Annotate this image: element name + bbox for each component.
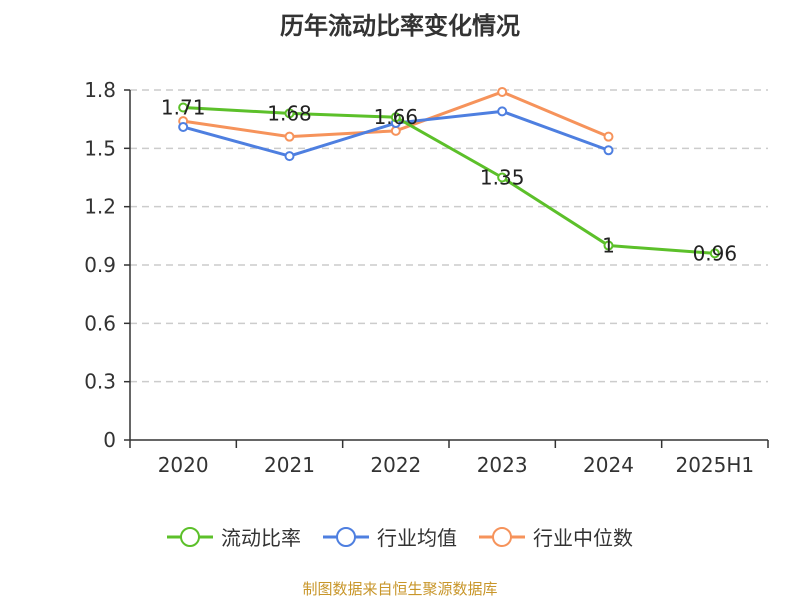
data-point xyxy=(284,151,295,162)
y-tick-label: 0 xyxy=(103,428,116,452)
data-point xyxy=(497,106,508,117)
x-tick-label: 2025H1 xyxy=(675,453,754,477)
legend-swatch-marker xyxy=(336,526,356,547)
series-line-0 xyxy=(183,106,715,255)
y-tick-label: 1.8 xyxy=(84,78,116,102)
legend-swatch-current-ratio xyxy=(167,526,213,547)
x-tick-label: 2020 xyxy=(158,453,209,477)
legend-swatch-marker xyxy=(492,526,512,547)
data-label: 1.71 xyxy=(161,96,206,120)
legend-swatch-marker xyxy=(180,526,200,547)
data-point xyxy=(603,131,614,142)
data-point xyxy=(709,248,720,259)
y-tick-label: 1.5 xyxy=(84,136,116,160)
legend-swatch-industry-mean xyxy=(323,526,369,547)
legend: 流动比率 行业均值 行业中位数 xyxy=(0,522,800,551)
data-point xyxy=(178,121,189,132)
data-label: 1.68 xyxy=(267,101,312,125)
data-point xyxy=(603,145,614,156)
data-label: 1.35 xyxy=(480,166,525,190)
data-point xyxy=(284,108,295,119)
data-label: 1.66 xyxy=(374,105,419,129)
x-tick-label: 2024 xyxy=(583,453,634,477)
legend-label-industry-mean: 行业均值 xyxy=(377,526,457,550)
x-tick-label: 2022 xyxy=(370,453,421,477)
data-point xyxy=(390,112,401,123)
source-note: 制图数据来自恒生聚源数据库 xyxy=(302,580,498,598)
y-tick-label: 1.2 xyxy=(84,195,116,219)
x-tick-label: 2021 xyxy=(264,453,315,477)
chart-title: 历年流动比率变化情况 xyxy=(280,12,520,40)
data-label: 0.96 xyxy=(693,241,738,265)
legend-label-industry-median: 行业中位数 xyxy=(533,526,633,550)
y-tick-label: 0.6 xyxy=(84,311,116,335)
data-point xyxy=(603,240,614,251)
legend-label-current-ratio: 流动比率 xyxy=(221,526,301,550)
y-tick-label: 0.3 xyxy=(84,370,116,394)
legend-item-industry-median[interactable]: 行业中位数 xyxy=(479,522,633,551)
data-point xyxy=(497,86,508,97)
data-label: 1 xyxy=(602,234,615,258)
legend-swatch-industry-median xyxy=(479,526,525,547)
legend-item-industry-mean[interactable]: 行业均值 xyxy=(323,522,457,551)
data-point xyxy=(284,131,295,142)
legend-item-current-ratio[interactable]: 流动比率 xyxy=(167,522,301,551)
data-point xyxy=(178,102,189,113)
data-point xyxy=(497,172,508,183)
y-tick-label: 0.9 xyxy=(84,253,116,277)
x-tick-label: 2023 xyxy=(477,453,528,477)
